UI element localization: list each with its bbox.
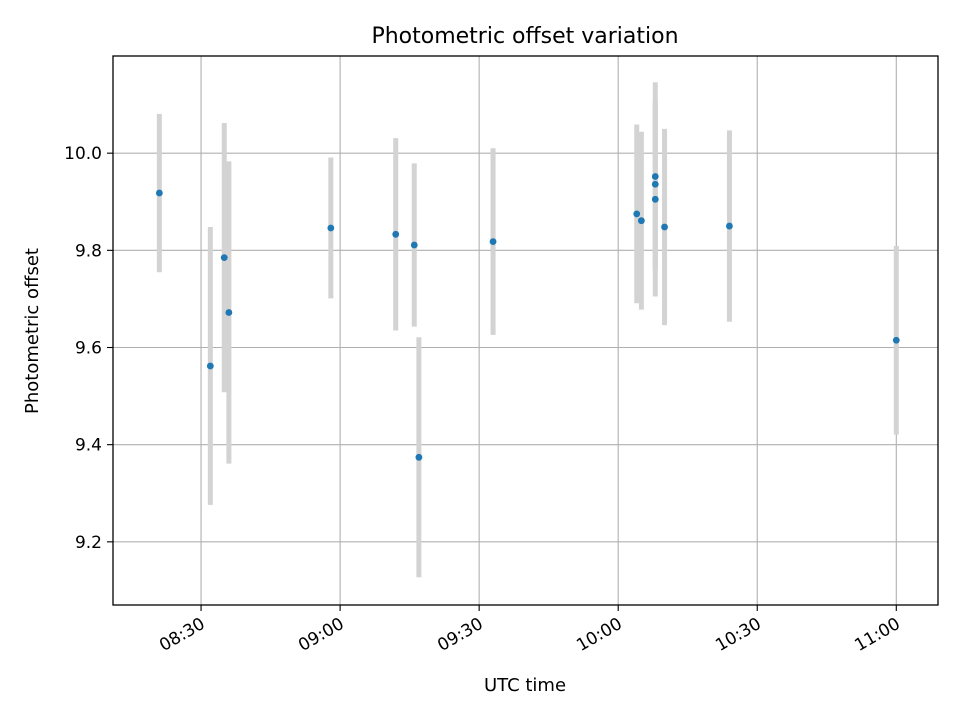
data-point — [225, 309, 233, 316]
data-point — [415, 453, 423, 461]
data-point — [637, 217, 645, 225]
y-tick-label: 10.0 — [64, 144, 102, 164]
y-tick-label: 9.6 — [75, 339, 102, 359]
data-point — [327, 224, 335, 232]
data-point — [220, 254, 228, 262]
y-axis-label: Photometric offset — [22, 248, 43, 414]
y-axis-ticks: 9.2 9.4 9.6 9.8 10.0 — [64, 144, 113, 553]
data-point — [410, 241, 418, 249]
y-tick-label: 9.2 — [75, 533, 102, 553]
data-points — [155, 173, 900, 461]
chart-title: Photometric offset variation — [371, 24, 678, 49]
data-point — [726, 222, 733, 230]
data-point — [489, 238, 497, 245]
data-point — [392, 230, 400, 238]
data-point — [633, 210, 641, 218]
data-point — [155, 189, 163, 197]
y-tick-label: 9.8 — [75, 241, 102, 261]
data-point — [206, 362, 214, 370]
data-point — [651, 180, 659, 188]
data-point — [661, 223, 668, 231]
data-point — [651, 173, 659, 180]
data-point — [651, 195, 659, 203]
plot-frame — [112, 55, 939, 606]
data-point — [892, 336, 900, 344]
x-axis-label: UTC time — [484, 675, 566, 696]
y-tick-label: 9.4 — [75, 436, 102, 456]
